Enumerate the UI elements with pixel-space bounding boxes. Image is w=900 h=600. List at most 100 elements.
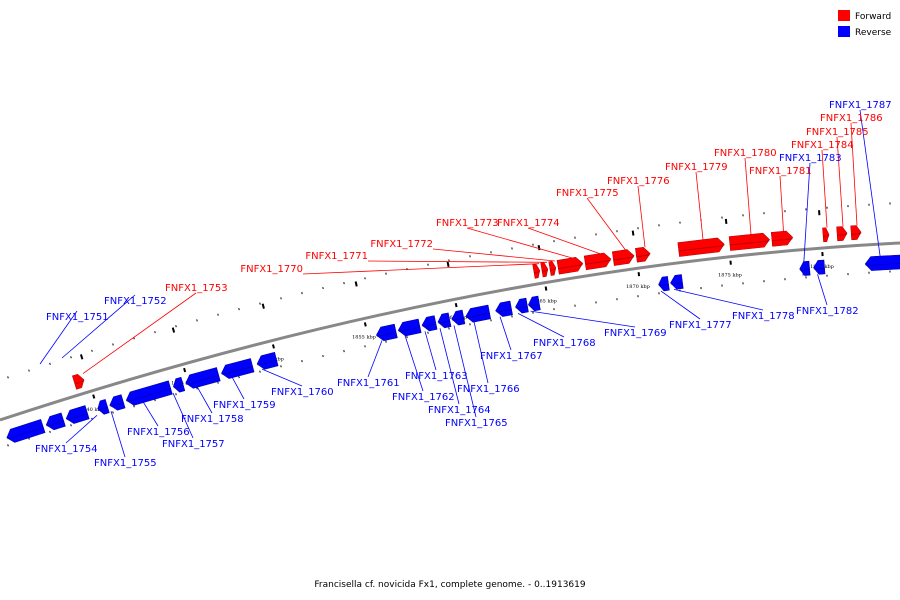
gene-arrow-fnfx1-1780[interactable] [728,232,770,251]
gene-arrow-fnfx1-1768[interactable] [514,297,529,314]
lower-minor-tick [406,336,408,339]
gene-arrow-fnfx1-1783[interactable] [799,260,811,276]
gene-arrow-fnfx1-1759[interactable] [220,358,255,380]
gene-arrow-fnfx1-1758[interactable] [184,367,221,390]
gene-arrow-fnfx1-1757-shade [173,384,184,389]
gene-label[interactable]: FNFX1_1765 [445,418,508,429]
gene-arrow-fnfx1-1769[interactable] [527,295,541,312]
lower-minor-tick [700,286,702,290]
gene-arrow-fnfx1-1778[interactable] [670,274,684,290]
gene-label[interactable]: FNFX1_1754 [35,444,98,455]
gene-label[interactable]: FNFX1_1774 [497,218,560,229]
gene-arrow-fnfx1-1772[interactable] [548,260,557,276]
gene-arrow-fnfx1-1757[interactable] [171,376,186,393]
gene-arrow-fnfx1-1754[interactable] [96,399,110,415]
gene-label[interactable]: FNFX1_1762 [392,392,455,403]
gene-arrow-fnfx1-1786[interactable] [850,225,862,241]
gene-arrow-unlabeled[interactable] [64,405,90,425]
gene-arrow-fnfx1-1764[interactable] [437,312,452,329]
gene-arrow-unlabeled[interactable] [44,412,66,432]
gene-label[interactable]: FNFX1_1761 [337,378,400,389]
lower-minor-tick [784,278,786,281]
lower-minor-tick [637,295,639,298]
gene-arrow-fnfx1-1766[interactable] [464,304,491,323]
scale-tick-mark [821,251,824,257]
lower-minor-tick [427,331,429,334]
gene-label[interactable]: FNFX1_1784 [791,140,854,151]
gene-label[interactable]: FNFX1_1780 [714,148,777,159]
gene-labels: FNFX1_1751 FNFX1_1752 FNFX1_1753 FNFX1_1754… [35,100,892,469]
gene-arrow-fnfx1-1779[interactable] [677,237,725,257]
gene-label[interactable]: FNFX1_1759 [213,400,276,411]
label-leader-line [473,321,489,384]
gene-label[interactable]: FNFX1_1763 [405,371,468,382]
lower-minor-tick [259,370,261,373]
gene-arrow-fnfx1-1784[interactable] [822,227,830,243]
gene-label[interactable]: FNFX1_1752 [104,296,167,307]
gene-label[interactable]: FNFX1_1753 [165,283,228,294]
gene-arrow-fnfx1-1760-shade [257,359,277,366]
lower-minor-tick [805,276,807,279]
gene-arrow-fnfx1-1755[interactable] [108,394,126,412]
legend-swatch-forward [838,10,850,21]
gene-label[interactable]: FNFX1_1783 [779,153,842,164]
upper-minor-tick [889,202,891,205]
gene-label[interactable]: FNFX1_1769 [604,328,667,339]
label-leader-line [817,274,828,306]
legend-label-forward: Forward [855,12,891,22]
gene-label[interactable]: FNFX1_1768 [533,338,596,349]
gene-arrow-fnfx1-1785[interactable] [836,226,848,242]
gene-label[interactable]: FNFX1_1777 [669,320,732,331]
label-leader-line [439,328,460,405]
gene-label[interactable]: FNFX1_1781 [749,166,812,177]
gene-label[interactable]: FNFX1_1755 [94,458,157,469]
gene-arrow-fnfx1-1771[interactable] [540,262,549,278]
gene-arrow-fnfx1-1776[interactable] [635,246,651,263]
gene-arrow-fnfx1-1781[interactable] [770,230,794,247]
gene-arrow-fnfx1-1762[interactable] [397,318,422,337]
legend-label-reverse: Reverse [855,28,892,38]
gene-arrow-fnfx1-1760[interactable] [255,351,279,371]
gene-arrow-fnfx1-1774[interactable] [583,252,612,271]
gene-arrow-fnfx1-1767[interactable] [494,300,513,318]
gene-label[interactable]: FNFX1_1760 [271,387,334,398]
gene-label[interactable]: FNFX1_1772 [370,239,433,250]
upper-minor-tick [364,277,366,280]
gene-label[interactable]: FNFX1_1758 [181,414,244,425]
gene-label[interactable]: FNFX1_1778 [732,311,795,322]
gene-arrow-fnfx1-1773[interactable] [556,256,584,275]
gene-arrow-fnfx1-1761-shade [376,331,397,338]
gene-arrow-fnfx1-1753[interactable] [72,373,86,390]
gene-arrow-fnfx1-1787[interactable] [864,254,900,271]
gene-label[interactable]: FNFX1_1786 [820,113,883,124]
gene-label[interactable]: FNFX1_1773 [436,218,499,229]
gene-label[interactable]: FNFX1_1779 [665,162,728,173]
gene-arrow-fnfx1-1775[interactable] [611,249,635,266]
gene-label[interactable]: FNFX1_1775 [556,188,619,199]
gene-arrow-fnfx1-1770[interactable] [532,263,541,279]
gene-arrow-fnfx1-1777[interactable] [658,276,670,292]
gene-label[interactable]: FNFX1_1767 [480,351,543,362]
gene-arrow-fnfx1-1763[interactable] [421,315,438,333]
gene-arrow-fnfx1-1765[interactable] [450,309,466,326]
gene-arrow-fnfx1-1756[interactable] [124,380,173,407]
gene-label[interactable]: FNFX1_1770 [240,264,303,275]
gene-arrow-fnfx1-1782[interactable] [813,259,826,275]
gene-label[interactable]: FNFX1_1776 [607,176,670,187]
label-leader-line [637,185,646,248]
gene-label[interactable]: FNFX1_1764 [428,405,491,416]
gene-label[interactable]: FNFX1_1782 [796,306,859,317]
gene-label[interactable]: FNFX1_1785 [806,127,869,138]
gene-label[interactable]: FNFX1_1787 [829,100,892,111]
gene-label[interactable]: FNFX1_1771 [305,251,368,262]
gene-label[interactable]: FNFX1_1766 [457,384,520,395]
upper-minor-tick [154,331,156,334]
gene-label[interactable]: FNFX1_1756 [127,427,190,438]
gene-arrow-unlabeled[interactable] [5,419,46,444]
gene-label[interactable]: FNFX1_1751 [46,312,109,323]
gene-label[interactable]: FNFX1_1757 [162,439,225,450]
lower-minor-tick [385,340,387,343]
gene-arrow-fnfx1-1761[interactable] [375,323,398,342]
scale-tick-label: 1840 kbp [80,407,104,413]
upper-minor-tick [469,255,471,258]
